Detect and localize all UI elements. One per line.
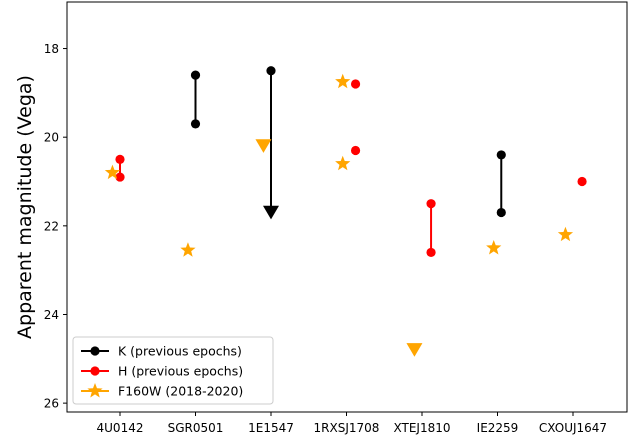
legend-box xyxy=(72,336,274,405)
data-point xyxy=(496,207,506,218)
legend: K (previous epochs) H (previous epochs) F1… xyxy=(72,336,274,405)
y-tick-label: 24 xyxy=(44,308,59,322)
data-point xyxy=(190,119,201,129)
data-point xyxy=(426,247,436,258)
x-tick-label: 1RXSJ1708 xyxy=(314,421,380,435)
data-point xyxy=(426,199,436,209)
legend-label: H (previous epochs) xyxy=(118,364,243,379)
data-point-star xyxy=(180,242,196,257)
axes: 18 20 22 24 26 4U0142 SGR0501 1E1547 1RXSJ1708 XT… xyxy=(14,1,628,435)
y-axis-label: Apparent magnitude (Vega) xyxy=(14,75,36,339)
data-point xyxy=(190,70,201,80)
y-tick-label: 20 xyxy=(44,131,59,145)
data-point xyxy=(115,154,125,164)
data-point xyxy=(115,172,125,182)
legend-label: F160W (2018-2020) xyxy=(118,384,243,399)
data-point-star xyxy=(335,155,351,171)
upper-limit-marker xyxy=(263,205,279,220)
data-point xyxy=(350,79,361,89)
data-point xyxy=(350,145,361,156)
legend-marker xyxy=(90,346,100,356)
y-tick-label: 26 xyxy=(44,397,59,411)
data-point xyxy=(496,150,506,160)
data-point-star xyxy=(557,226,574,242)
x-tick-label: 1E1547 xyxy=(248,421,294,435)
data-point xyxy=(577,176,587,187)
data-point xyxy=(266,66,276,76)
x-tick-label: CXOUJ1647 xyxy=(539,421,607,435)
upper-limit-marker xyxy=(255,139,272,153)
x-tick-label: SGR0501 xyxy=(168,421,224,435)
y-tick-label: 18 xyxy=(44,42,59,56)
legend-star-marker xyxy=(87,383,103,398)
plot-area xyxy=(104,66,587,357)
legend-marker xyxy=(90,366,100,376)
x-tick-label: IE2259 xyxy=(477,421,519,435)
data-point-star xyxy=(104,164,121,180)
data-point-star xyxy=(335,73,351,89)
legend-label: K (previous epochs) xyxy=(118,344,242,359)
upper-limit-marker xyxy=(406,343,423,357)
data-point-star xyxy=(486,240,502,255)
x-tick-label: 4U0142 xyxy=(97,421,144,435)
y-tick-label: 22 xyxy=(44,219,59,233)
x-tick-label: XTEJ1810 xyxy=(394,421,451,435)
